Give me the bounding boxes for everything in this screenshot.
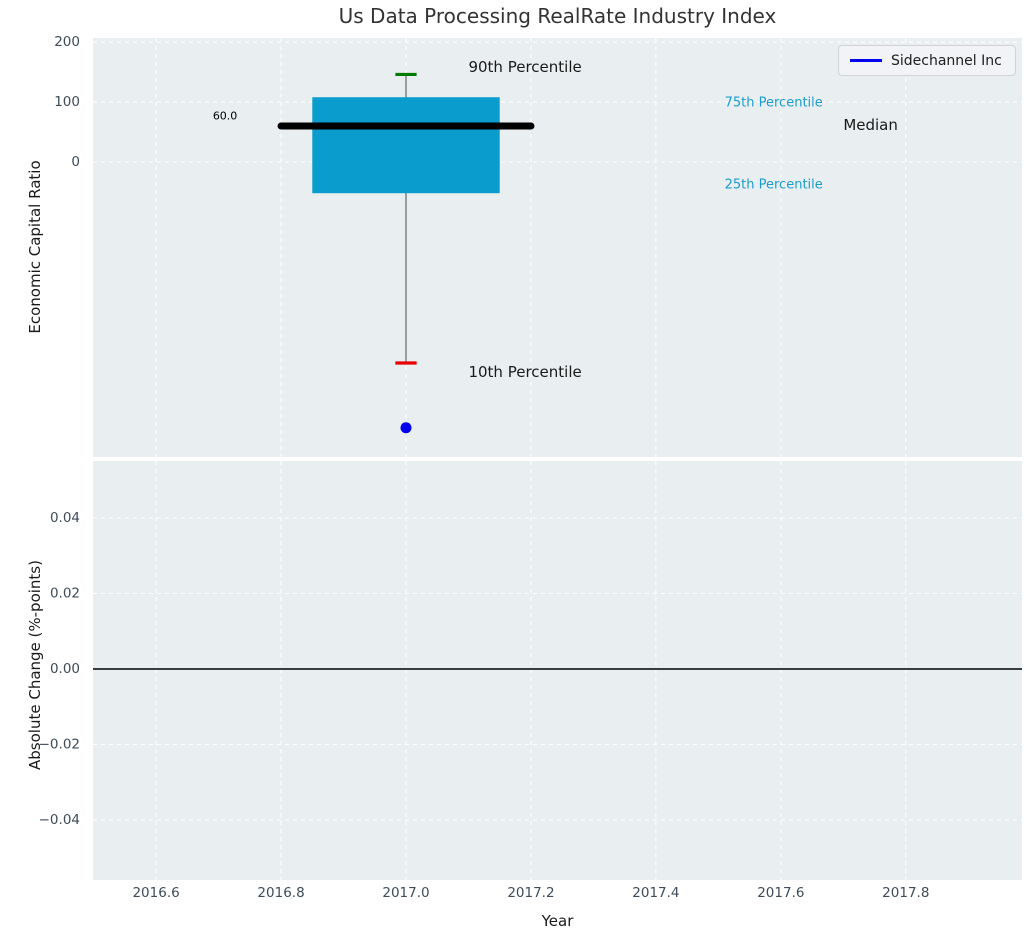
annotation: 90th Percentile (468, 58, 581, 76)
chart-title: Us Data Processing RealRate Industry Ind… (338, 4, 777, 28)
iqr-box (312, 97, 500, 194)
axes-background (93, 461, 1022, 880)
x-axis-label: Year (541, 912, 574, 930)
annotation: Median (843, 116, 898, 134)
legend-line-swatch (850, 59, 882, 62)
legend: Sidechannel Inc (838, 45, 1016, 76)
x-tick-label: 2016.8 (257, 885, 304, 901)
axes-background (93, 38, 1022, 457)
legend-label: Sidechannel Inc (891, 52, 1002, 69)
y-tick-label: 0.02 (50, 585, 80, 601)
y-axis-label-bottom: Absolute Change (%-points) (26, 560, 44, 770)
y-tick-label: 0 (71, 154, 80, 170)
y-tick-label: 0.04 (50, 510, 80, 526)
x-tick-label: 2016.6 (132, 885, 179, 901)
x-tick-label: 2017.0 (382, 885, 429, 901)
x-tick-label: 2017.6 (757, 885, 804, 901)
x-tick-label: 2017.2 (507, 885, 554, 901)
annotation: 60.0 (213, 109, 238, 122)
y-tick-label: 200 (54, 34, 80, 50)
annotation: 25th Percentile (725, 177, 823, 192)
x-tick-label: 2017.8 (882, 885, 929, 901)
x-tick-label: 2017.4 (632, 885, 679, 901)
y-axis-label-top: Economic Capital Ratio (26, 160, 44, 334)
y-tick-label: −0.02 (39, 736, 80, 752)
annotation: 10th Percentile (468, 363, 581, 381)
annotation: 75th Percentile (725, 96, 823, 111)
y-tick-label: −0.04 (39, 812, 80, 828)
y-tick-label: 0.00 (50, 661, 80, 677)
y-tick-label: 100 (54, 94, 80, 110)
company-point (400, 422, 412, 434)
